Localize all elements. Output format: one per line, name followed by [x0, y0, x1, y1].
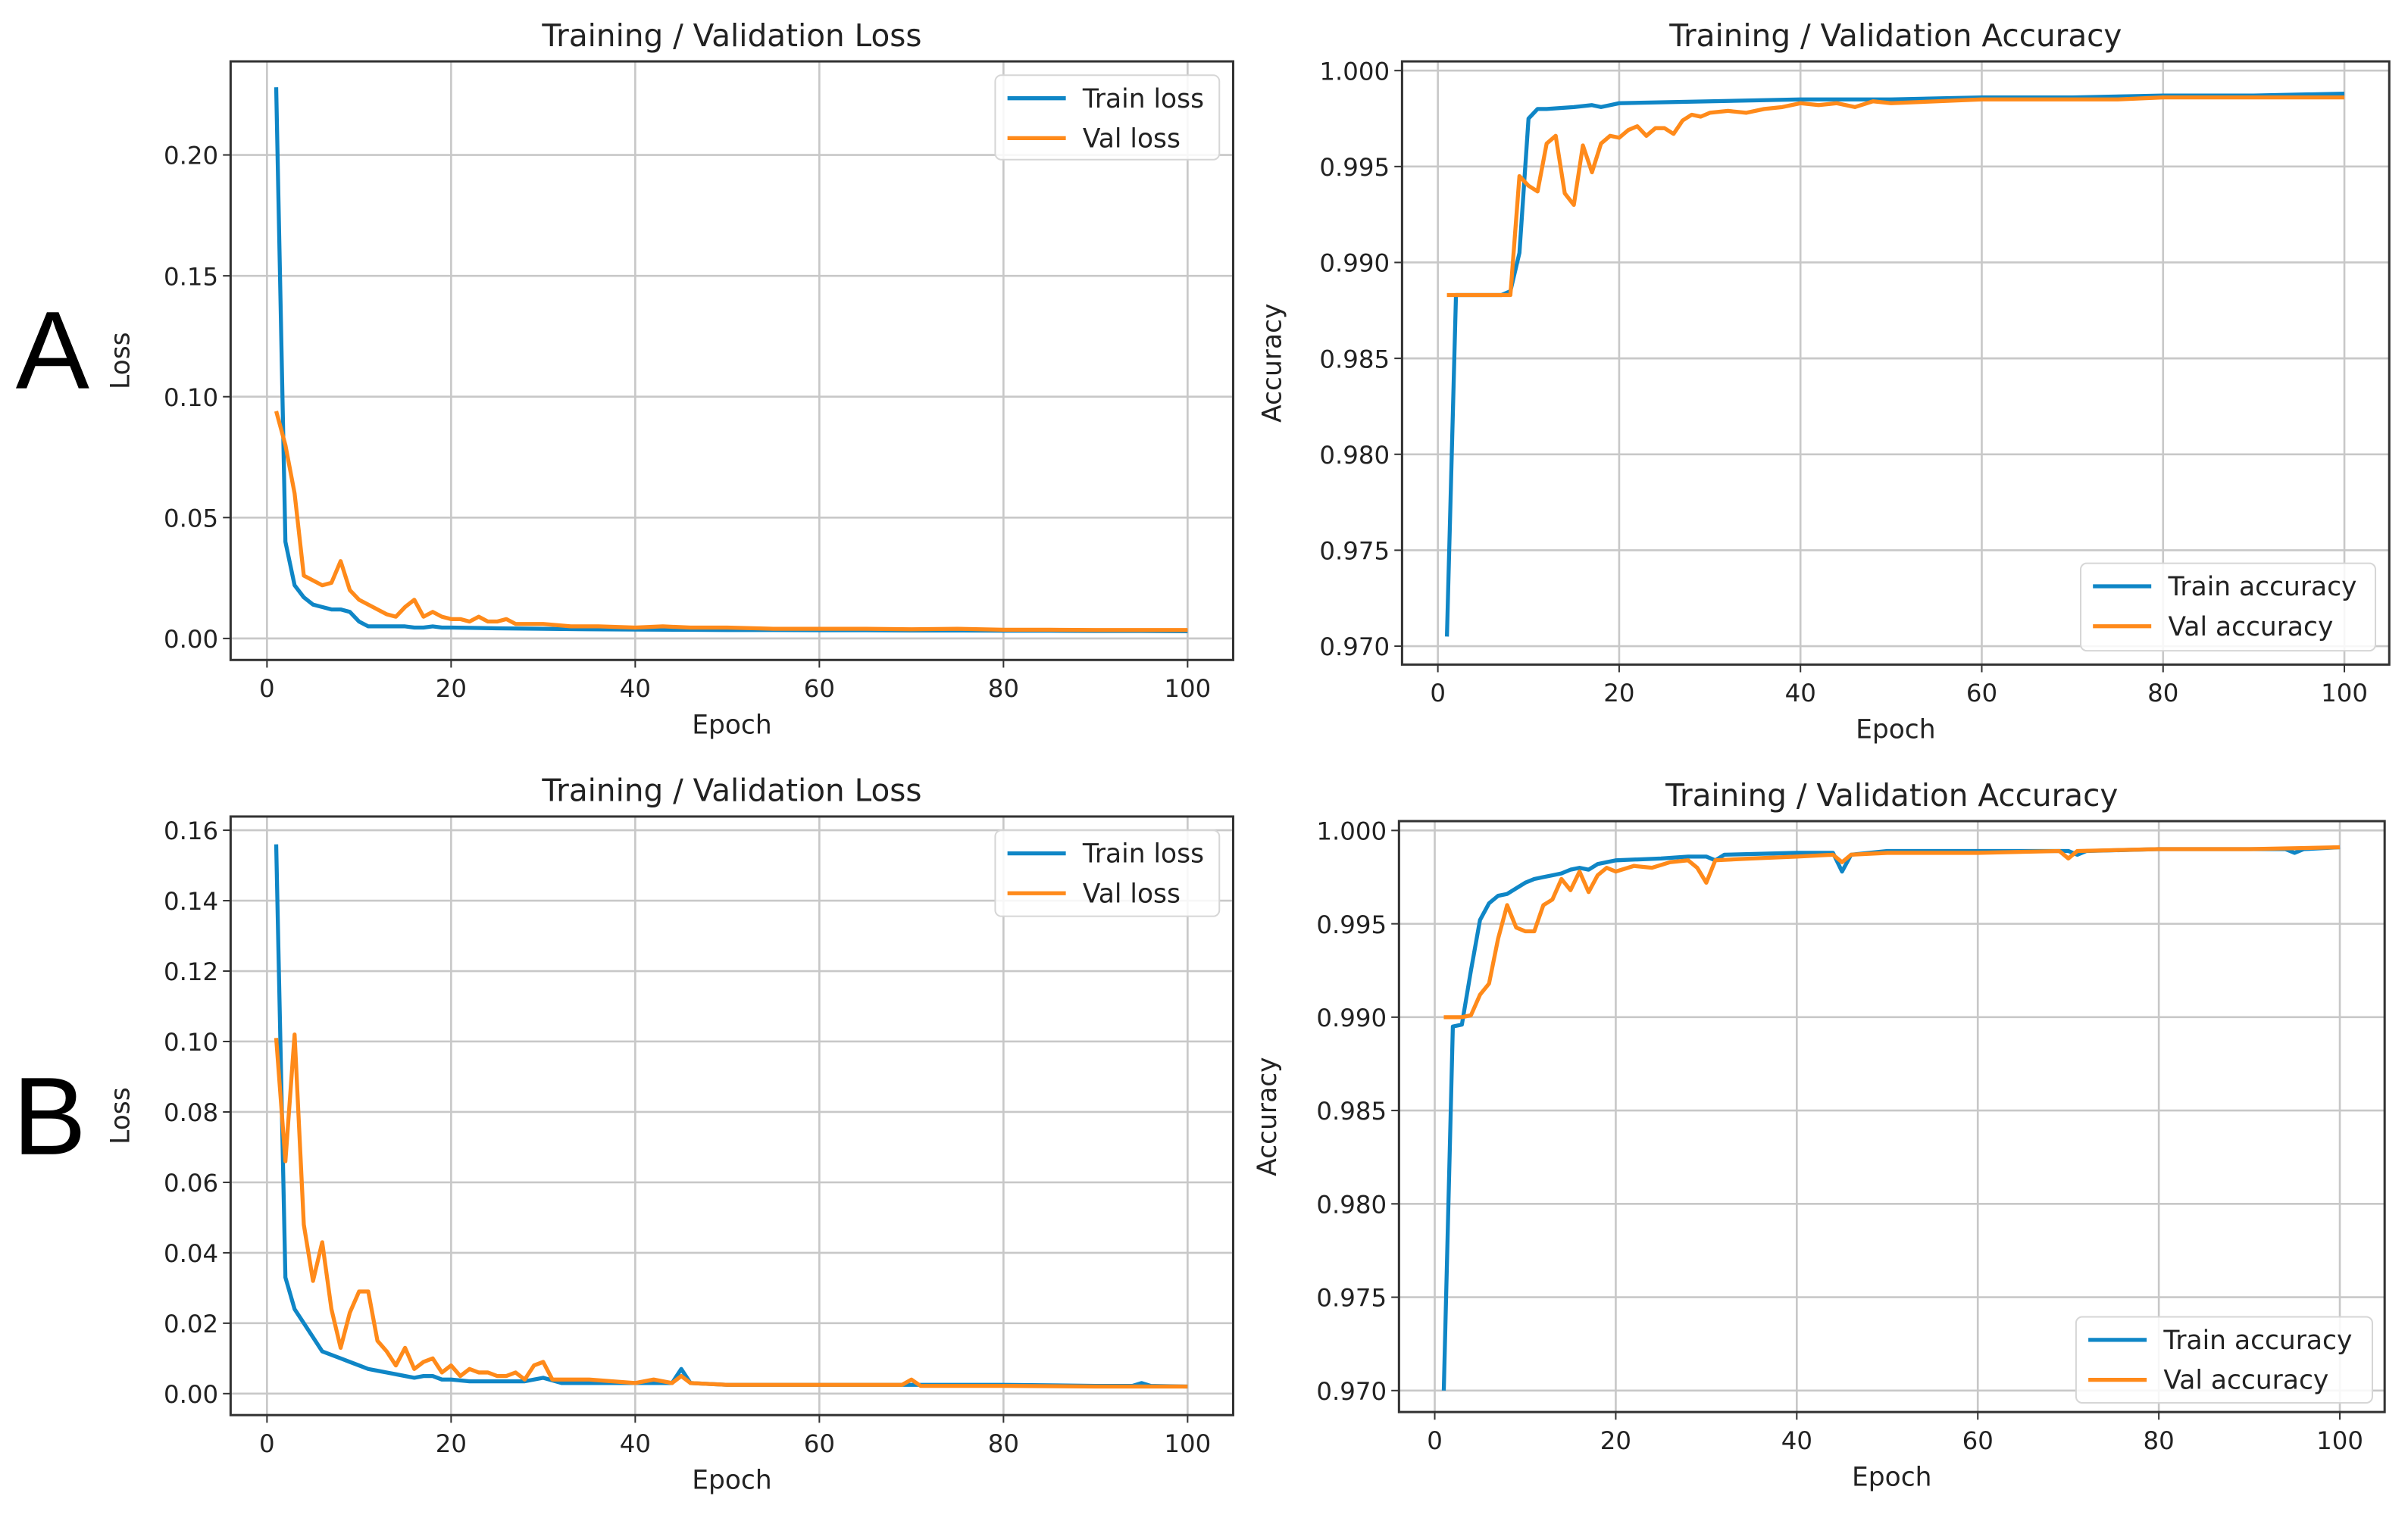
x-tick-label: 60	[1966, 679, 1997, 707]
x-tick-label: 80	[2147, 679, 2178, 707]
legend-entry: Val accuracy	[2168, 612, 2333, 642]
plot-frame	[229, 815, 1235, 1416]
x-tick-label: 0	[1430, 679, 1446, 707]
y-tick-label: 0.980	[1316, 1190, 1387, 1219]
y-tick-label: 0.20	[164, 142, 218, 170]
x-tick-label: 20	[436, 1429, 467, 1458]
x-axis-label: Epoch	[1852, 1462, 1931, 1492]
legend-entry: Val accuracy	[2163, 1366, 2328, 1396]
x-tick-label: 100	[2316, 1426, 2363, 1455]
y-tick-label: 1.000	[1319, 57, 1390, 86]
legend-entry: Val loss	[1083, 879, 1181, 909]
legend: Train loss Val loss	[994, 829, 1221, 917]
chart-title: Training / Validation Accuracy	[1668, 17, 2122, 54]
x-tick-label: 60	[1962, 1426, 1994, 1455]
legend-box	[2075, 1316, 2373, 1404]
chart-A-acc: 0 20 40 60 80 100 0.970 0.975 0.980 0.985 0.990 0.9…	[1257, 17, 2391, 745]
chart-A-loss: 0 20 40 60 80 100 0.00 0.05 0.10 0.15 0.20 Training…	[106, 17, 1235, 741]
plot-frame	[1400, 60, 2391, 666]
plot-frame	[1397, 820, 2386, 1413]
y-tick-label: 0.995	[1316, 910, 1387, 939]
chart-title: Training / Validation Accuracy	[1665, 777, 2118, 814]
y-tick-label: 0.980	[1319, 441, 1390, 470]
panel-label-a: A	[16, 289, 90, 412]
y-tick-label: 0.10	[164, 1028, 218, 1057]
series-line-val	[1443, 845, 2341, 1020]
x-axis-label: Epoch	[692, 1465, 771, 1495]
y-tick-label: 0.00	[164, 1380, 218, 1409]
x-tick-label: 40	[1785, 679, 1816, 707]
legend: Train loss Val loss	[994, 74, 1221, 161]
y-tick-label: 0.05	[164, 504, 218, 533]
x-tick-label: 40	[620, 1429, 651, 1458]
legend-entry: Val loss	[1083, 124, 1181, 155]
legend-box	[2079, 562, 2377, 652]
y-tick-label: 0.970	[1319, 632, 1390, 661]
series-line-train	[1441, 845, 2341, 1391]
chart-B-loss: 0 20 40 60 80 100 0.00 0.02 0.04 0.06 0.08 0.10 0.12…	[106, 773, 1235, 1495]
y-tick-label: 0.16	[164, 817, 218, 845]
legend: Train accuracy Val accuracy	[2075, 1316, 2373, 1404]
y-axis-label: Accuracy	[1252, 1057, 1283, 1176]
panel-label-b: B	[13, 1054, 86, 1178]
x-tick-label: 20	[1603, 679, 1634, 707]
x-tick-label: 60	[804, 674, 835, 703]
plot-frame	[229, 60, 1235, 661]
series-line-val	[274, 1032, 1188, 1389]
y-tick-label: 0.14	[164, 887, 218, 916]
x-tick-label: 80	[988, 674, 1019, 703]
y-tick-label: 0.02	[164, 1310, 218, 1338]
y-tick-label: 0.06	[164, 1169, 218, 1198]
y-tick-label: 0.10	[164, 383, 218, 412]
y-axis-label: Loss	[106, 332, 136, 389]
x-tick-label: 100	[2321, 679, 2368, 707]
y-tick-label: 0.04	[164, 1239, 218, 1268]
y-axis-label: Loss	[106, 1087, 136, 1145]
y-tick-label: 0.975	[1319, 537, 1390, 566]
y-tick-label: 0.08	[164, 1098, 218, 1127]
x-axis-label: Epoch	[692, 711, 771, 741]
x-tick-label: 80	[988, 1429, 1019, 1458]
x-tick-label: 100	[1164, 674, 1211, 703]
x-tick-label: 40	[620, 674, 651, 703]
y-tick-label: 0.985	[1319, 345, 1390, 373]
x-tick-label: 0	[259, 1429, 275, 1458]
chart-title: Training / Validation Loss	[541, 773, 921, 809]
x-axis-label: Epoch	[1856, 715, 1935, 745]
y-tick-label: 0.12	[164, 957, 218, 986]
y-tick-label: 0.985	[1316, 1097, 1387, 1126]
y-tick-label: 0.990	[1319, 249, 1390, 278]
series-line-train	[1444, 91, 2345, 637]
y-tick-label: 0.00	[164, 625, 218, 654]
legend: Train accuracy Val accuracy	[2079, 562, 2377, 652]
legend-entry: Train accuracy	[2167, 572, 2356, 602]
series-line-val	[274, 411, 1188, 632]
x-tick-label: 40	[1781, 1426, 1812, 1455]
y-tick-label: 0.975	[1316, 1284, 1387, 1313]
series-line-val	[1446, 95, 2345, 298]
series-line-train	[274, 844, 1188, 1389]
legend-entry: Train loss	[1082, 84, 1204, 114]
chart-B-acc: 0 20 40 60 80 100 0.970 0.975 0.980 0.985 0.990 0.9…	[1252, 777, 2386, 1492]
chart-title: Training / Validation Loss	[541, 17, 921, 54]
legend-entry: Train accuracy	[2163, 1326, 2352, 1356]
x-tick-label: 20	[436, 674, 467, 703]
y-tick-label: 0.970	[1316, 1377, 1387, 1406]
x-tick-label: 20	[1600, 1426, 1631, 1455]
x-tick-label: 80	[2144, 1426, 2175, 1455]
series-line-train	[274, 87, 1188, 633]
y-tick-label: 0.990	[1316, 1004, 1387, 1032]
x-tick-label: 100	[1164, 1429, 1211, 1458]
legend-entry: Train loss	[1082, 839, 1204, 870]
y-tick-label: 0.15	[164, 262, 218, 291]
y-tick-label: 0.995	[1319, 153, 1390, 182]
x-tick-label: 0	[1427, 1426, 1443, 1455]
y-tick-label: 1.000	[1316, 817, 1387, 846]
x-tick-label: 60	[804, 1429, 835, 1458]
x-tick-label: 0	[259, 674, 275, 703]
y-axis-label: Accuracy	[1257, 304, 1287, 423]
